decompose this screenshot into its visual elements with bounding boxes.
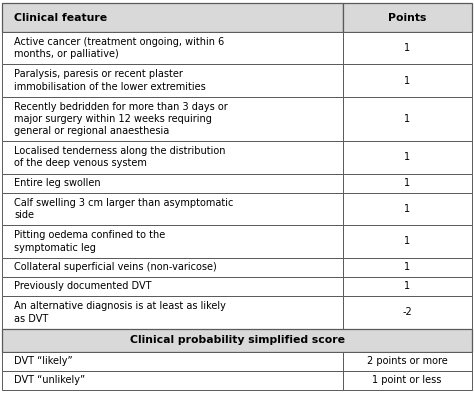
Bar [343,371,472,390]
Text: 1: 1 [404,43,410,53]
Text: An alternative diagnosis is at least as likely
as DVT: An alternative diagnosis is at least as … [14,301,226,323]
Bar [343,296,472,329]
Text: 1: 1 [404,114,410,124]
Bar [2,225,343,258]
Text: 1 point or less: 1 point or less [373,375,442,385]
Text: DVT “unlikely”: DVT “unlikely” [14,375,85,385]
Bar [343,64,472,97]
Text: 1: 1 [404,204,410,214]
Text: -2: -2 [402,307,412,317]
Bar [343,277,472,296]
Bar [343,3,472,32]
Bar [2,352,343,371]
Bar [343,174,472,193]
Bar [2,97,343,141]
Bar [2,193,343,225]
Bar [2,371,343,390]
Text: Clinical probability simplified score: Clinical probability simplified score [129,335,345,345]
Text: 1: 1 [404,178,410,188]
Text: 1: 1 [404,152,410,162]
Text: 2 points or more: 2 points or more [367,356,447,366]
Text: Previously documented DVT: Previously documented DVT [14,281,152,292]
Text: Calf swelling 3 cm larger than asymptomatic
side: Calf swelling 3 cm larger than asymptoma… [14,198,234,220]
Text: 1: 1 [404,281,410,292]
Text: Recently bedridden for more than 3 days or
major surgery within 12 weeks requiri: Recently bedridden for more than 3 days … [14,101,228,136]
Bar [2,64,343,97]
Bar [2,3,343,32]
Bar [343,141,472,174]
Text: Collateral superficial veins (non-varicose): Collateral superficial veins (non-varico… [14,263,217,272]
Bar [2,277,343,296]
Text: Localised tenderness along the distribution
of the deep venous system: Localised tenderness along the distribut… [14,146,226,169]
Text: Active cancer (treatment ongoing, within 6
months, or palliative): Active cancer (treatment ongoing, within… [14,37,225,59]
Bar [2,329,472,352]
Text: DVT “likely”: DVT “likely” [14,356,73,366]
Bar [343,225,472,258]
Bar [2,141,343,174]
Bar [2,296,343,329]
Text: 1: 1 [404,237,410,246]
Bar [2,258,343,277]
Text: 1: 1 [404,263,410,272]
Bar [343,193,472,225]
Text: 1: 1 [404,76,410,86]
Bar [2,32,343,64]
Text: Clinical feature: Clinical feature [14,13,107,22]
Bar [343,352,472,371]
Bar [343,258,472,277]
Bar [343,97,472,141]
Text: Paralysis, paresis or recent plaster
immobilisation of the lower extremities: Paralysis, paresis or recent plaster imm… [14,70,206,92]
Bar [343,32,472,64]
Bar [2,174,343,193]
Text: Entire leg swollen: Entire leg swollen [14,178,101,188]
Text: Points: Points [388,13,426,22]
Text: Pitting oedema confined to the
symptomatic leg: Pitting oedema confined to the symptomat… [14,230,165,253]
